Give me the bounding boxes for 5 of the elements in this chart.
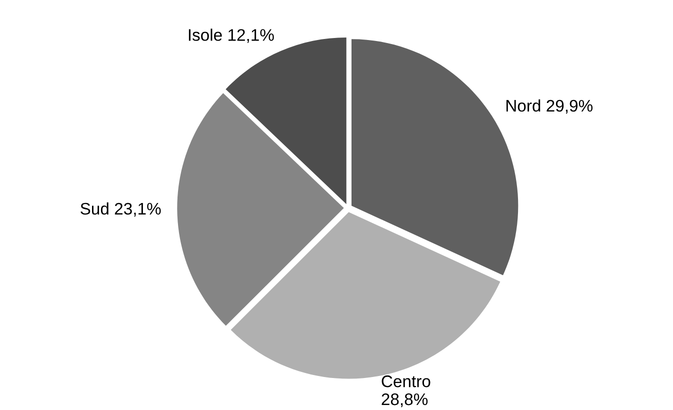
data-label: 28,8% [382,393,428,408]
slice-label: Nord 29,9% [506,99,593,114]
slice-label: Centro [382,375,430,388]
slice-label: Sud 23,1% [80,202,161,217]
slice-label: Isole 12,1% [188,28,274,43]
